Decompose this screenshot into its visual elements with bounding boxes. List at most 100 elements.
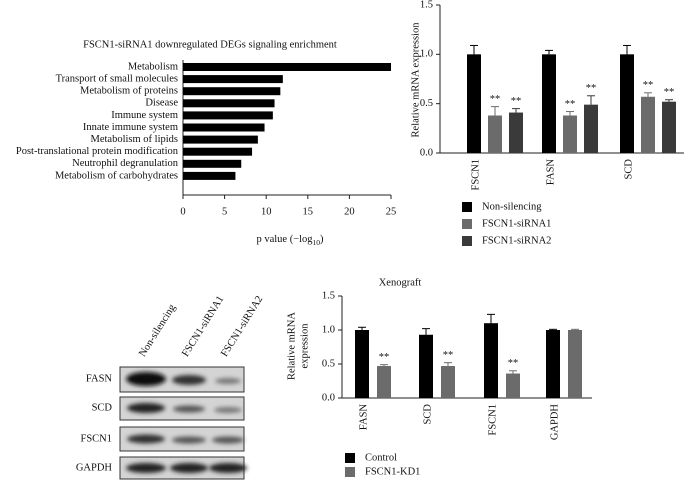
bar: [183, 135, 258, 144]
x-axis-label: ): [320, 234, 324, 245]
error-bar: [545, 49, 553, 55]
error-bar: [487, 313, 495, 324]
bar: [355, 330, 369, 398]
error-bar: [549, 328, 557, 330]
bar: [183, 123, 265, 132]
y-tick-label: 0.5: [420, 98, 433, 109]
legend-swatch: [462, 236, 472, 246]
bar: [467, 54, 481, 154]
error-bar: [491, 106, 499, 116]
band: [212, 436, 244, 444]
bar: [183, 63, 391, 71]
bar: [183, 159, 242, 168]
bar: [183, 147, 253, 156]
bar: [509, 112, 523, 153]
x-tick-label: 25: [386, 206, 397, 217]
bar: [183, 99, 275, 108]
band: [127, 403, 165, 413]
category-label: Metabolism: [128, 61, 178, 72]
error-bar: [509, 370, 517, 374]
bar: [488, 115, 502, 153]
legend-label: FSCN1-siRNA1: [482, 218, 551, 229]
band: [172, 436, 206, 444]
bar: [568, 330, 582, 398]
significance-label: **: [565, 99, 576, 110]
y-tick-label: 0.0: [322, 392, 335, 403]
significance-label: **: [508, 358, 519, 369]
category-label: Neutrophil degranulation: [72, 158, 179, 169]
y-axis-label: Relative mRNA: [286, 312, 297, 380]
error-bar: [665, 99, 673, 102]
significance-label: **: [511, 96, 522, 107]
category-label: Innate immune system: [83, 122, 178, 133]
category-label: Metabolism of lipids: [91, 134, 179, 145]
y-tick-label: 0.0: [420, 147, 433, 158]
x-tick-label: 5: [222, 206, 227, 217]
bar: [506, 373, 520, 398]
bar: [641, 96, 655, 153]
bar: [484, 323, 498, 398]
chart-title: Xenograft: [379, 277, 422, 288]
bar: [441, 366, 455, 398]
row-label: SCD: [92, 402, 113, 413]
x-tick-label: GAPDH: [549, 404, 560, 441]
significance-label: **: [664, 87, 675, 98]
x-tick-label: 0: [180, 206, 185, 217]
band: [214, 407, 242, 413]
error-bar: [644, 92, 652, 97]
x-tick-label: SCD: [623, 159, 634, 180]
error-bar: [623, 44, 631, 55]
legend-label: FSCN1-KD1: [365, 466, 420, 477]
error-bar: [358, 326, 366, 330]
x-axis-label: p value (−log: [256, 234, 313, 245]
x-tick-label: FSCN1: [487, 404, 498, 436]
lane-label: Non-silencing: [137, 302, 178, 359]
significance-label: **: [586, 83, 597, 94]
bar: [542, 54, 556, 154]
bar: [584, 104, 598, 153]
band: [173, 405, 205, 413]
y-axis-label: Relative mRNA expression: [410, 22, 421, 138]
x-tick-label: FASN: [358, 404, 369, 430]
chart-title: FSCN1-siRNA1 downregulated DEGs signalin…: [83, 39, 337, 50]
row-label: FSCN1: [80, 433, 112, 444]
y-tick-label: 0.5: [322, 358, 335, 369]
significance-label: **: [379, 352, 390, 363]
x-tick-label: FASN: [545, 159, 556, 185]
legend-swatch: [462, 202, 472, 212]
category-label: Transport of small molecules: [56, 74, 178, 85]
bar: [183, 171, 236, 180]
category-label: Disease: [145, 98, 178, 109]
row-label: FASN: [86, 373, 112, 384]
y-axis-label: expression: [299, 323, 310, 369]
bar: [546, 330, 560, 398]
bar: [183, 75, 283, 84]
y-tick-label: 1.5: [322, 290, 335, 301]
x-tick-label: SCD: [422, 404, 433, 425]
legend-label: Control: [365, 452, 397, 463]
error-bar: [571, 328, 579, 330]
legend-swatch: [462, 219, 472, 229]
band: [126, 372, 166, 386]
legend-swatch: [345, 453, 355, 463]
band: [127, 434, 165, 444]
error-bar: [512, 108, 520, 113]
band: [172, 375, 206, 385]
error-bar: [444, 362, 452, 367]
category-label: Metabolism of carbohydrates: [55, 170, 178, 181]
x-tick-label: 15: [303, 206, 314, 217]
significance-label: **: [643, 80, 654, 91]
legend-swatch: [345, 467, 355, 477]
band: [170, 463, 208, 473]
y-tick-label: 1.5: [420, 0, 433, 10]
bar: [183, 111, 273, 120]
band: [126, 463, 166, 473]
x-tick-label: 10: [261, 206, 272, 217]
significance-label: **: [443, 350, 454, 361]
x-axis-label: p value (−log10): [256, 234, 324, 246]
bar: [377, 366, 391, 398]
band: [215, 378, 241, 384]
error-bar: [380, 364, 388, 367]
error-bar: [422, 328, 430, 335]
bar: [419, 334, 433, 398]
